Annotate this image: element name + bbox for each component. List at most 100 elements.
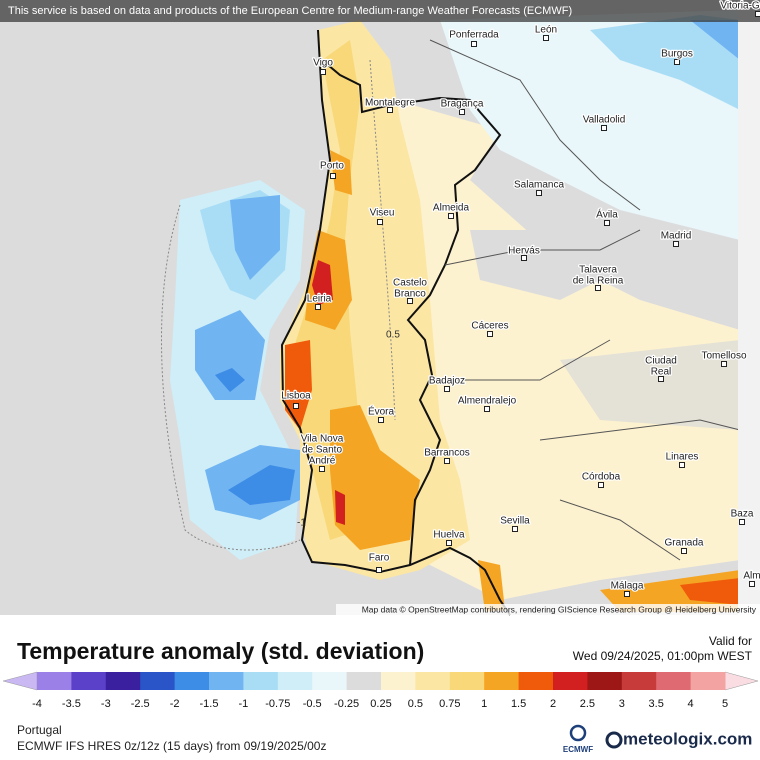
colorbar-tick-label: -3.5 xyxy=(62,698,81,710)
place-marker xyxy=(377,219,383,225)
place-label: Faro xyxy=(369,553,390,564)
brand: meteologix.com xyxy=(623,729,752,748)
colorbar-box xyxy=(71,672,107,690)
place-label: Leiria xyxy=(307,294,332,305)
place-label: Hervás xyxy=(508,246,540,257)
region-border xyxy=(429,39,741,561)
place-label: Granada xyxy=(665,538,704,549)
place-label: Vila Nova xyxy=(301,434,344,445)
place-marker xyxy=(487,331,493,337)
anomaly-area xyxy=(285,340,312,430)
place-marker xyxy=(674,59,680,65)
anomaly-area xyxy=(590,15,740,110)
place-label: Huelva xyxy=(433,530,465,541)
place-marker xyxy=(444,386,450,392)
anomaly-area xyxy=(680,578,740,605)
place-marker xyxy=(739,519,745,525)
place-marker xyxy=(330,173,336,179)
colorbar-box xyxy=(415,672,451,690)
place-marker xyxy=(293,403,299,409)
place-label: Porto xyxy=(320,161,344,172)
place-label: Ponferrada xyxy=(449,30,499,41)
place-marker xyxy=(673,241,679,247)
colorbar-tick-label: 2.5 xyxy=(580,698,595,710)
colorbar-box xyxy=(277,672,313,690)
ecmwf-logo: ECMWF xyxy=(563,745,593,754)
place-marker xyxy=(459,109,465,115)
place-marker xyxy=(658,376,664,382)
contour-line xyxy=(161,204,301,551)
place-marker xyxy=(598,482,604,488)
place-marker xyxy=(624,591,630,597)
place-label: Córdoba xyxy=(582,472,621,483)
place-label: Talavera xyxy=(579,265,617,276)
place-marker xyxy=(446,540,452,546)
colorbar-box xyxy=(243,672,279,690)
country-border xyxy=(321,59,502,566)
valid-time: Wed 09/24/2025, 01:00pm WEST xyxy=(573,649,753,663)
place-marker xyxy=(378,417,384,423)
place-marker xyxy=(595,285,601,291)
place-marker xyxy=(484,406,490,412)
anomaly-area xyxy=(560,340,740,430)
place-label: Madrid xyxy=(661,231,692,242)
place-marker xyxy=(315,304,321,310)
colorbar-tick-label: -3 xyxy=(101,698,111,710)
banner-background xyxy=(0,0,760,22)
contour-label: 0.5 xyxy=(386,330,400,341)
anomaly-area xyxy=(470,230,600,300)
colorbar-tick-label: -2.5 xyxy=(131,698,150,710)
place-marker xyxy=(601,125,607,131)
colorbar-tick-label: -1 xyxy=(239,698,249,710)
colorbar-tick-label: 0.25 xyxy=(370,698,391,710)
place-label: Almendralejo xyxy=(458,396,517,407)
anomaly-area xyxy=(330,150,352,195)
place-marker xyxy=(521,255,527,261)
colorbar-over xyxy=(724,671,759,691)
anomaly-area xyxy=(228,465,295,505)
place-label: Sevilla xyxy=(500,516,530,527)
valid-label: Valid for xyxy=(709,634,752,648)
place-label: Cáceres xyxy=(471,321,508,332)
place-marker xyxy=(681,548,687,554)
place-marker xyxy=(755,11,760,17)
contour-line xyxy=(369,59,396,421)
place-label: Linares xyxy=(666,452,699,463)
colorbar-tick-label: 2 xyxy=(550,698,556,710)
place-label: Ávila xyxy=(596,208,618,221)
colorbar-box xyxy=(449,672,485,690)
colorbar: -4 -3.5 -3 -2.5 -2 -1.5 -1 -0.75 -0.5 -0.25 0.25 0.… xyxy=(2,671,759,710)
place-marker xyxy=(749,581,755,587)
legend-title: Temperature anomaly (std. deviation) xyxy=(17,638,424,664)
colorbar-tick-label: 0.5 xyxy=(408,698,423,710)
coastline xyxy=(280,29,511,616)
place-label: Barrancos xyxy=(424,448,470,459)
colorbar-box xyxy=(484,672,520,690)
anomaly-area xyxy=(478,560,505,612)
colorbar-box xyxy=(381,672,416,690)
place-label: Alm xyxy=(743,571,760,582)
place-marker xyxy=(319,466,325,472)
colorbar-tick-label: 4 xyxy=(688,698,694,710)
place-label: Ciudad xyxy=(645,356,677,367)
place-label: André xyxy=(309,456,336,467)
place-marker xyxy=(604,220,610,226)
model-info: ECMWF IFS HRES 0z/12z (15 days) from 09/… xyxy=(17,739,326,753)
place-label: Branco xyxy=(394,289,426,300)
anomaly-area xyxy=(330,405,420,550)
colorbar-tick-label: 3 xyxy=(619,698,625,710)
colorbar-box xyxy=(656,672,692,690)
legend: Temperature anomaly (std. deviation) Val… xyxy=(2,634,759,710)
footer: Portugal ECMWF IFS HRES 0z/12z (15 days)… xyxy=(17,723,752,754)
colorbar-box xyxy=(553,672,588,690)
place-label: Bragança xyxy=(441,99,484,110)
contour-label: -1 xyxy=(297,518,306,529)
colorbar-box xyxy=(312,672,348,690)
place-marker xyxy=(448,213,454,219)
place-label: Burgos xyxy=(661,49,693,60)
place-label: Tomelloso xyxy=(701,351,746,362)
anomaly-area xyxy=(230,195,280,280)
place-label: Valladolid xyxy=(583,115,626,126)
colorbar-box xyxy=(140,672,176,690)
